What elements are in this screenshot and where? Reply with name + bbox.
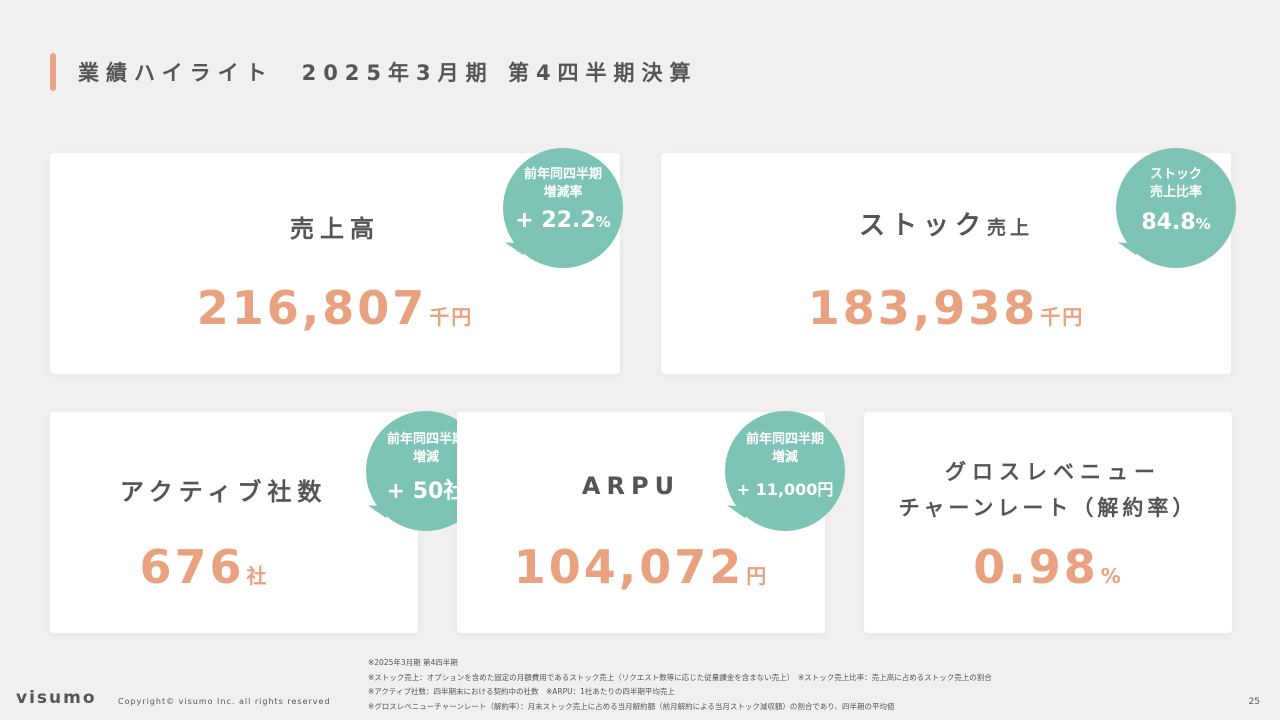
arpu-label: ARPU — [581, 472, 681, 500]
sales-label: 売上高 — [290, 215, 380, 243]
churn-label-line2: チャーンレート（解約率） — [898, 496, 1198, 520]
header-accent-bar — [50, 53, 56, 91]
stock-number: 183,938 — [807, 281, 1039, 335]
footnote-item: ※アクティブ社数：四半期末における契約中の社数 ※ARPU：1社あたりの四半期平… — [368, 687, 675, 696]
page-number: 25 — [1248, 697, 1260, 707]
badge-value: + 22.2% — [503, 208, 623, 233]
badge-line1: 前年同四半期 — [745, 432, 824, 447]
badge-line1: 前年同四半期 — [523, 167, 602, 182]
badge-value: 84.8% — [1116, 210, 1236, 235]
badge-line1: ストック — [1149, 167, 1202, 182]
sales-card: 売上高 216,807 千円 前年同四半期 増減率 + 22.2% — [50, 148, 623, 374]
stock-sales-value: 183,938 千円 — [661, 281, 1231, 335]
active-companies-label: アクティブ社数 — [120, 478, 328, 506]
sales-yoy-badge: 前年同四半期 増減率 + 22.2% — [503, 148, 623, 268]
sales-value: 216,807 千円 — [50, 281, 620, 335]
badge-line2: 増減 — [412, 450, 439, 465]
sales-unit: 千円 — [429, 305, 474, 329]
stock-sales-label: ストック売上 — [661, 205, 1231, 242]
badge-value: + 50社 — [386, 479, 466, 504]
badge-unit: % — [1195, 215, 1211, 233]
arpu-card: ARPU 104,072 円 前年同四半期 増減 + 11,000円 — [457, 411, 845, 633]
badge-line1: 前年同四半期 — [386, 432, 465, 447]
page-header: 業績ハイライト 2025年3月期 第4四半期決算 — [50, 52, 698, 92]
badge-number: + 22.2 — [515, 208, 596, 233]
active-companies-value: 676 社 — [0, 540, 418, 594]
footnote-item: ※2025年3月期 第4四半期 — [368, 658, 458, 667]
footnote-item: ※ストック売上：オプションを含めた固定の月額費用であるストック売上（リクエスト数… — [368, 672, 992, 682]
churn-value: 0.98% — [864, 540, 1232, 594]
arpu-value: 104,072 円 — [457, 540, 825, 594]
active-unit: 社 — [246, 564, 269, 588]
stock-label-main: ストック — [858, 211, 987, 241]
footnotes: ※2025年3月期 第4四半期 ※ストック売上：オプションを含めた固定の月額費用… — [368, 656, 992, 714]
badge-number: 84.8 — [1141, 210, 1196, 235]
arpu-unit: 円 — [746, 564, 769, 588]
badge-line2: 売上比率 — [1149, 185, 1202, 200]
active-companies-card: アクティブ社数 676 社 前年同四半期 増減 + 50社 — [50, 411, 486, 633]
badge-line2: 増減率 — [543, 185, 583, 200]
stock-sales-card: ストック売上 183,938 千円 ストック 売上比率 84.8% — [661, 148, 1236, 374]
visumo-logo: visumo — [16, 688, 97, 708]
badge-unit: % — [595, 213, 611, 231]
badge-line2: 増減 — [771, 450, 798, 465]
stock-unit: 千円 — [1040, 305, 1085, 329]
sales-number: 216,807 — [196, 281, 428, 335]
churn-unit: % — [1100, 564, 1123, 588]
churn-number: 0.98 — [973, 540, 1099, 594]
stock-ratio-badge: ストック 売上比率 84.8% — [1116, 148, 1236, 268]
arpu-number: 104,072 — [513, 540, 745, 594]
active-number: 676 — [139, 540, 245, 594]
badge-value: + 11,000円 — [736, 480, 834, 499]
page-title: 業績ハイライト 2025年3月期 第4四半期決算 — [78, 61, 698, 85]
stock-label-sub: 売上 — [987, 217, 1034, 239]
churn-label-line1: グロスレベニュー — [945, 460, 1161, 484]
churn-rate-card: グロスレベニュー チャーンレート（解約率） 0.98% — [864, 412, 1232, 633]
footnote-item: ※グロスレベニューチャーンレート（解約率）：月末ストック売上に占める当月解約額（… — [368, 701, 895, 711]
copyright-text: Copyright© visumo Inc. all rights reserv… — [118, 697, 331, 706]
arpu-yoy-badge: 前年同四半期 増減 + 11,000円 — [725, 411, 845, 531]
